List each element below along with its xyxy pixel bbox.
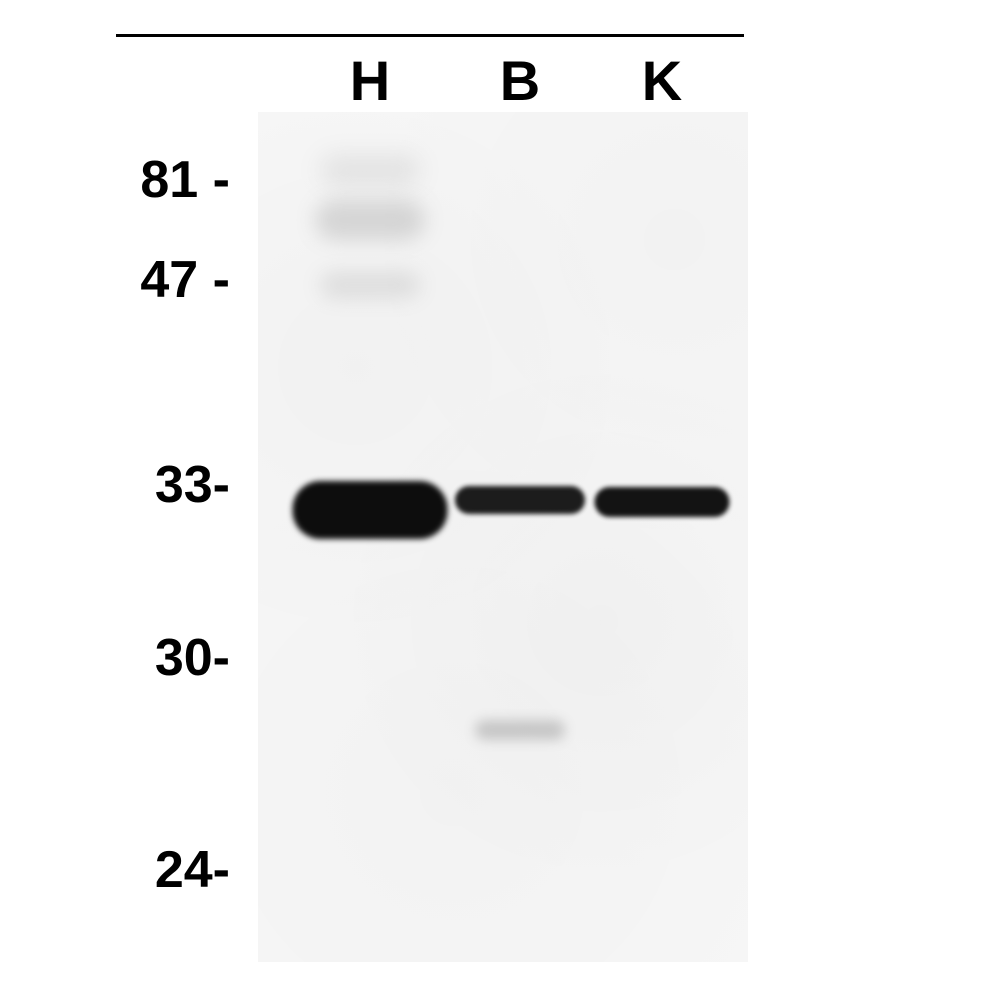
- mw-label-81: 81 -: [60, 150, 230, 210]
- mw-dash: -: [213, 456, 230, 514]
- mw-dash: -: [198, 151, 230, 209]
- mw-value: 47: [140, 251, 198, 309]
- mw-value: 33: [155, 456, 213, 514]
- mw-label-30: 30-: [60, 628, 230, 688]
- top-line: [116, 34, 744, 37]
- band: [315, 200, 425, 240]
- mw-value: 30: [155, 629, 213, 687]
- lane-label-K: K: [642, 48, 682, 113]
- lane-label-H: H: [350, 48, 390, 113]
- band: [475, 720, 565, 740]
- figure-canvas: 81 - 47 - 33- 30- 24- H B K: [0, 0, 1000, 1000]
- mw-value: 81: [140, 151, 198, 209]
- band: [595, 487, 730, 517]
- band: [455, 486, 585, 514]
- mw-label-47: 47 -: [60, 250, 230, 310]
- mw-dash: -: [213, 841, 230, 899]
- mw-label-24: 24-: [60, 840, 230, 900]
- mw-dash: -: [198, 251, 230, 309]
- band: [320, 272, 420, 298]
- mw-label-33: 33-: [60, 455, 230, 515]
- band: [320, 155, 420, 185]
- mw-value: 24: [155, 841, 213, 899]
- mw-dash: -: [213, 629, 230, 687]
- lane-label-B: B: [500, 48, 540, 113]
- band: [293, 481, 448, 539]
